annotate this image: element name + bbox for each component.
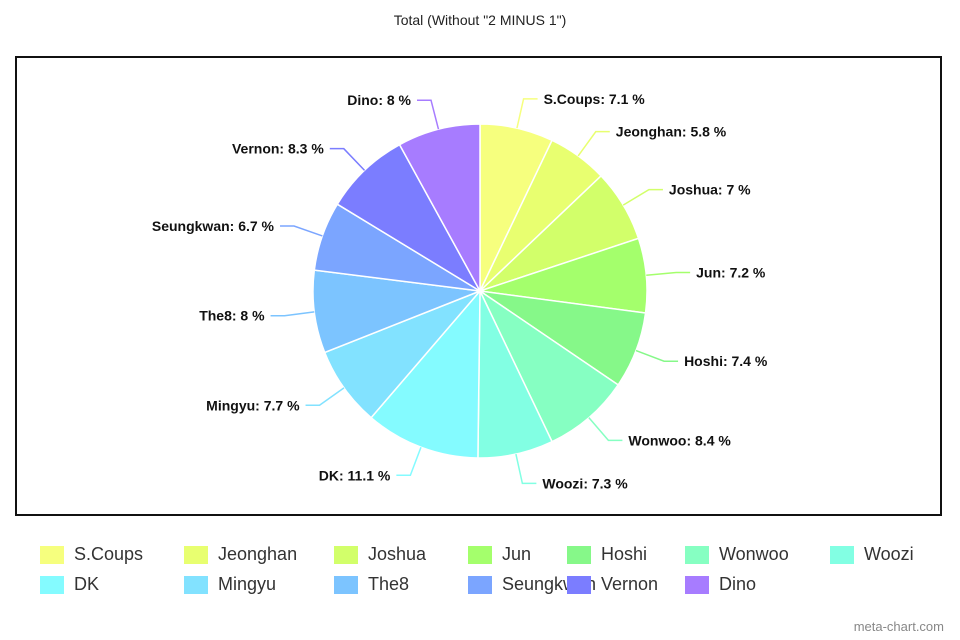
pie-slice-wonwoo <box>478 288 620 443</box>
legend-item: S.Coups <box>40 544 143 565</box>
slice-label: Mingyu: 7.7 % <box>206 397 300 413</box>
legend-item: Woozi <box>830 544 914 565</box>
legend-swatch <box>184 545 208 564</box>
leader-line <box>270 311 315 317</box>
legend-swatch <box>685 545 709 564</box>
leader-line <box>622 188 663 206</box>
legend-item: Dino <box>685 574 756 595</box>
slice-label: Seungkwan: 6.7 % <box>152 218 275 234</box>
legend-swatch <box>334 545 358 564</box>
legend-label: Mingyu <box>218 574 277 594</box>
legend-swatch <box>468 545 492 564</box>
legend-label: Joshua <box>368 544 427 564</box>
legend-label: DK <box>74 574 100 594</box>
leader-line <box>396 446 422 477</box>
legend-label: Dino <box>719 574 757 594</box>
leader-line <box>588 417 623 442</box>
legend-swatch <box>685 575 709 594</box>
legend-item: Jun <box>468 544 531 565</box>
legend-item: Hoshi <box>567 544 647 565</box>
legend-item: Jeonghan <box>184 544 297 565</box>
legend-label: Woozi <box>864 544 914 564</box>
leader-line <box>515 453 537 485</box>
slice-label: Wonwoo: 8.4 % <box>628 432 731 448</box>
legend-swatch <box>468 575 492 594</box>
slice-label: Joshua: 7 % <box>669 182 751 198</box>
slice-label: Hoshi: 7.4 % <box>684 353 768 369</box>
watermark: meta-chart.com <box>853 619 944 634</box>
leader-line <box>280 225 323 237</box>
leader-line <box>329 147 366 171</box>
slice-label: DK: 11.1 % <box>319 467 391 483</box>
legend-swatch <box>567 575 591 594</box>
leader-line <box>646 271 691 277</box>
legend-swatch <box>830 545 854 564</box>
legend-label: S.Coups <box>74 544 144 564</box>
legend-label: Jun <box>502 544 532 564</box>
legend-item: DK <box>40 574 99 595</box>
legend-item: Joshua <box>334 544 426 565</box>
legend-swatch <box>184 575 208 594</box>
legend-swatch <box>40 575 64 594</box>
slice-label: Woozi: 7.3 % <box>542 475 628 491</box>
slice-label: S.Coups: 7.1 % <box>544 91 646 107</box>
slice-label: Vernon: 8.3 % <box>232 141 324 157</box>
slice-label: Dino: 8 % <box>347 92 411 108</box>
slice-label: The8: 8 % <box>199 308 265 324</box>
leader-line <box>305 387 345 407</box>
slice-label: Jun: 7.2 % <box>696 264 766 280</box>
legend-item: Mingyu <box>184 574 276 595</box>
slice-label: Jeonghan: 5.8 % <box>616 124 727 140</box>
legend-swatch <box>334 575 358 594</box>
leader-line <box>516 98 538 129</box>
legend-item: Vernon <box>567 574 658 595</box>
leader-line <box>417 99 440 130</box>
plot-area: S.Coups: 7.1 % Jeonghan: 5.8 % Joshua: 7 %… <box>15 56 942 516</box>
legend-label: Hoshi <box>601 544 648 564</box>
legend-swatch <box>567 545 591 564</box>
legend-swatch <box>40 545 64 564</box>
legend-label: Vernon <box>601 574 659 594</box>
pie-slice-vernon <box>336 143 483 294</box>
leader-line <box>635 349 679 362</box>
chart-title: Total (Without "2 MINUS 1") <box>393 12 567 28</box>
pie-chart: S.Coups: 7.1 % Jeonghan: 5.8 % Joshua: 7 %… <box>152 91 768 492</box>
pie-slice-dk <box>370 288 481 459</box>
legend-label: Wonwoo <box>719 544 789 564</box>
legend-label: Jeonghan <box>218 544 298 564</box>
legend-item: Wonwoo <box>685 544 789 565</box>
legend-item: The8 <box>334 574 409 595</box>
legend-label: The8 <box>368 574 410 594</box>
leader-line <box>577 130 610 157</box>
